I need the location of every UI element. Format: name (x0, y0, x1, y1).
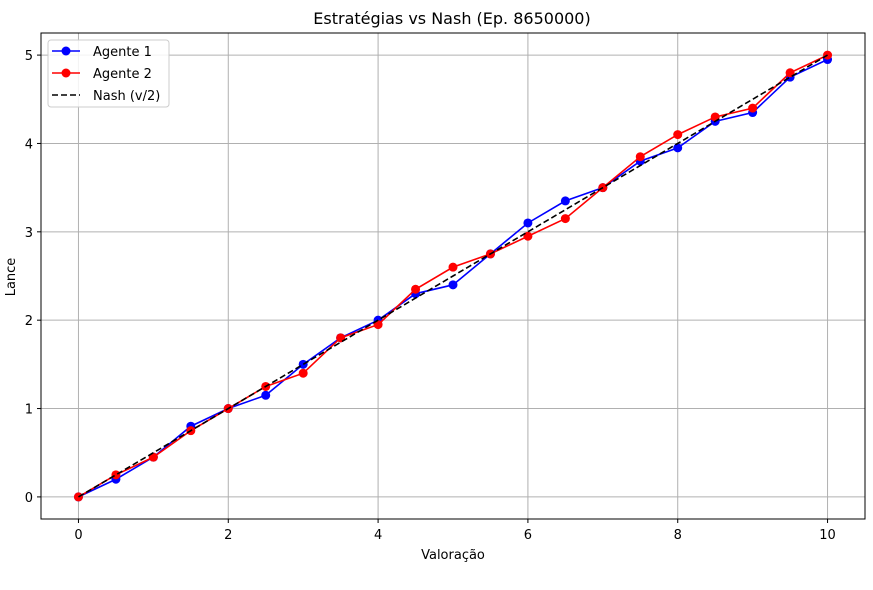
y-tick-label: 4 (25, 137, 33, 152)
data-point (261, 390, 271, 400)
data-point (635, 152, 645, 162)
x-tick-label: 8 (674, 528, 682, 543)
data-point (111, 470, 121, 480)
ticks: 0 2 4 6 8 10 0 1 2 3 4 5 (25, 49, 836, 543)
x-tick-label: 2 (224, 528, 232, 543)
legend-item: Agente 1 (52, 45, 152, 60)
x-tick-label: 4 (374, 528, 382, 543)
data-point (298, 359, 308, 369)
data-point (298, 368, 308, 378)
x-axis-label: Valoração (421, 548, 485, 563)
x-tick-label: 0 (74, 528, 82, 543)
chart-title: Estratégias vs Nash (Ep. 8650000) (313, 9, 590, 28)
legend-item: Nash (v/2) (52, 89, 160, 104)
data-point (448, 280, 458, 290)
legend-box (47, 39, 170, 108)
series-line (78, 54, 828, 498)
data-point (560, 214, 570, 224)
legend-label: Nash (v/2) (93, 89, 160, 104)
x-tick-label: 10 (819, 528, 836, 543)
legend-item: Agente 2 (52, 67, 152, 82)
data-point (411, 284, 421, 294)
data-point (523, 218, 533, 228)
y-tick-label: 5 (25, 49, 33, 64)
y-tick-label: 2 (25, 314, 33, 329)
data-point (673, 143, 683, 153)
data-point (448, 262, 458, 272)
y-tick-label: 3 (25, 226, 33, 241)
y-tick-label: 0 (25, 491, 33, 506)
data-point (673, 130, 683, 140)
grid (41, 33, 865, 519)
data-point (748, 103, 758, 113)
legend-marker (61, 46, 71, 56)
series-layer (73, 50, 833, 502)
legend-label: Agente 1 (93, 45, 152, 60)
legend-label: Agente 2 (93, 67, 152, 82)
legend: Agente 1 Agente 2 Nash (v/2) (47, 39, 170, 108)
y-tick-label: 1 (25, 403, 33, 418)
x-tick-label: 6 (524, 528, 532, 543)
y-axis-label: Lance (4, 258, 19, 297)
legend-marker (61, 68, 71, 78)
series-3 (78, 54, 828, 498)
data-point (560, 196, 570, 206)
plot-frame (40, 32, 866, 520)
